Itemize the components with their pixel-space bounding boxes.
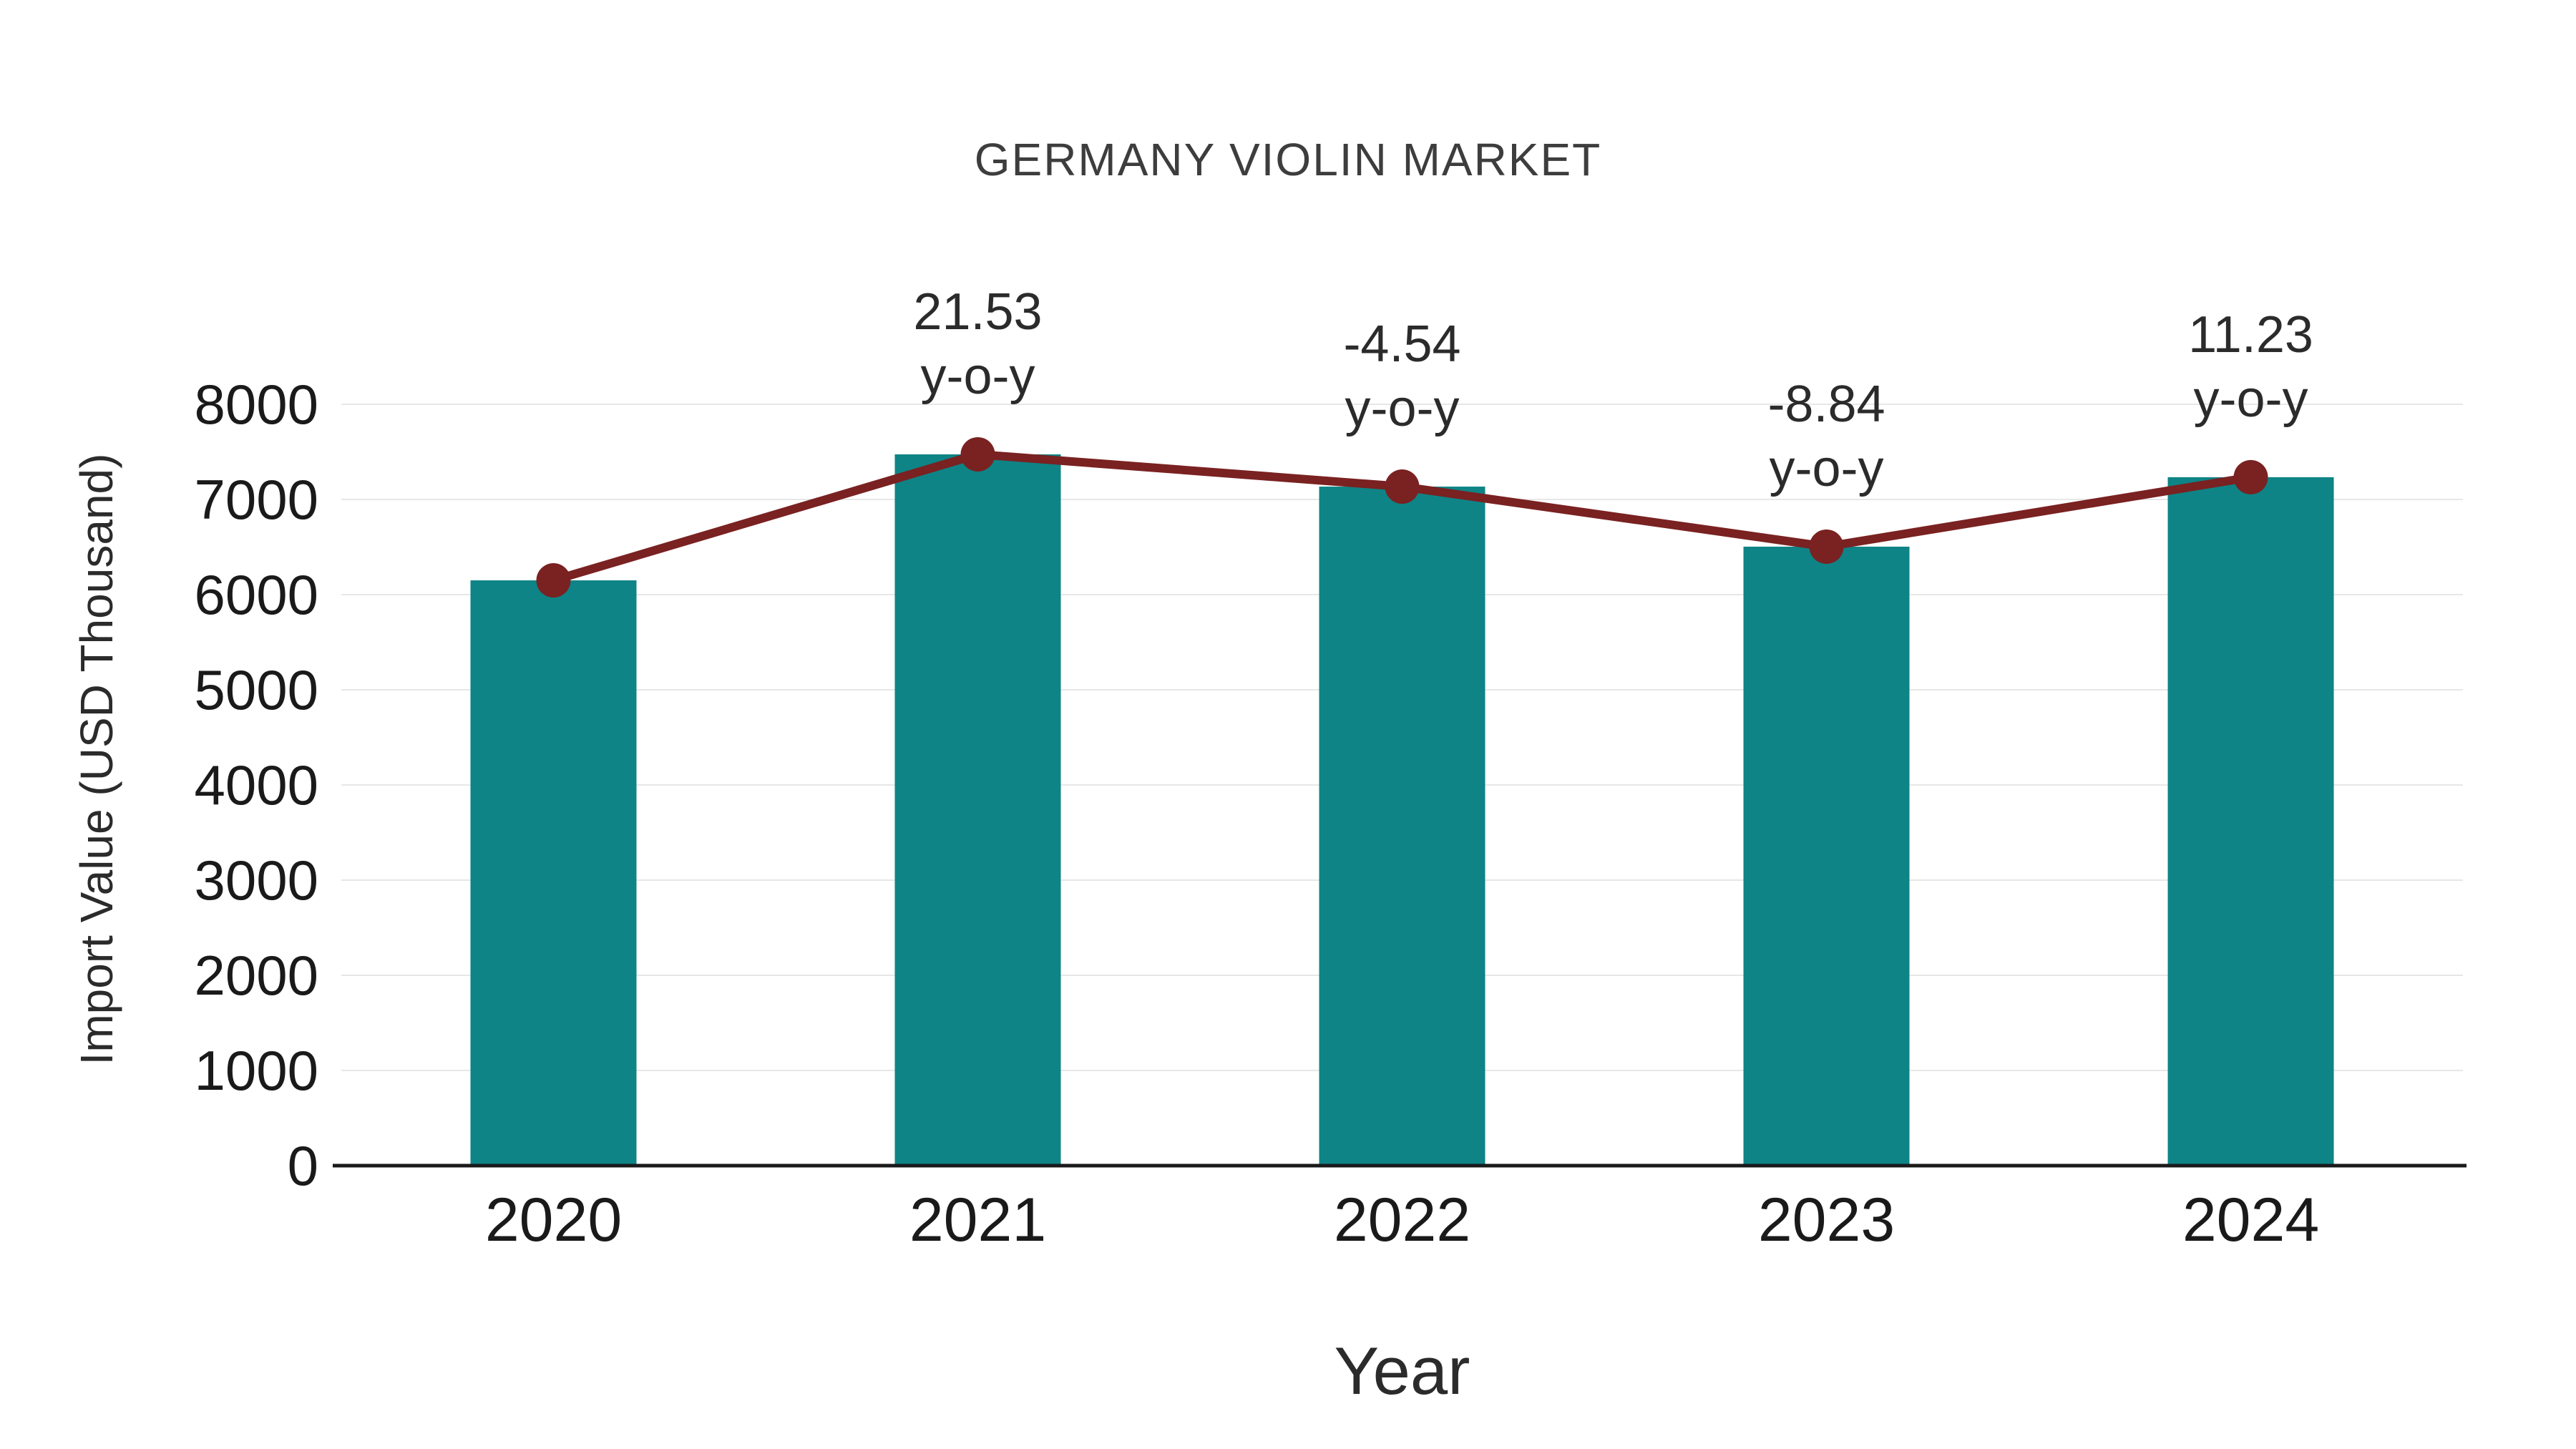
line-marker xyxy=(1385,469,1420,504)
x-tick-label: 2022 xyxy=(1334,1186,1470,1254)
y-tick-label: 0 xyxy=(288,1134,318,1197)
x-tick-label: 2020 xyxy=(485,1186,622,1254)
y-tick-label: 2000 xyxy=(194,944,318,1007)
yoy-suffix-label: y-o-y xyxy=(1345,380,1460,437)
line-marker xyxy=(1809,529,1844,564)
bar xyxy=(1319,487,1485,1166)
line-marker xyxy=(536,563,571,598)
y-tick-label: 6000 xyxy=(194,563,318,626)
x-tick-label: 2023 xyxy=(1758,1186,1895,1254)
yoy-suffix-label: y-o-y xyxy=(1770,440,1884,497)
y-tick-label: 8000 xyxy=(194,373,318,436)
yoy-value-label: 21.53 xyxy=(913,283,1042,341)
y-tick-label: 1000 xyxy=(194,1039,318,1102)
y-tick-label: 3000 xyxy=(194,849,318,912)
y-tick-label: 4000 xyxy=(194,753,318,816)
yoy-value-label: 11.23 xyxy=(2188,306,2313,364)
bar xyxy=(894,454,1061,1166)
y-axis-label: Import Value (USD Thousand) xyxy=(71,453,122,1065)
x-tick-label: 2021 xyxy=(909,1186,1046,1254)
y-tick-label: 5000 xyxy=(194,658,318,721)
x-tick-label: 2024 xyxy=(2182,1186,2319,1254)
x-axis-label: Year xyxy=(1334,1333,1470,1408)
yoy-value-label: -8.84 xyxy=(1767,376,1885,433)
bar xyxy=(470,580,637,1166)
chart-title: GERMANY VIOLIN MARKET xyxy=(974,134,1602,185)
line-marker xyxy=(2233,459,2268,494)
yoy-suffix-label: y-o-y xyxy=(921,348,1035,405)
yoy-suffix-label: y-o-y xyxy=(2194,371,2308,428)
bar xyxy=(1743,546,1910,1166)
bar xyxy=(2167,477,2334,1166)
y-tick-label: 7000 xyxy=(194,468,318,531)
line-marker xyxy=(960,436,995,472)
yoy-value-label: -4.54 xyxy=(1343,316,1460,373)
